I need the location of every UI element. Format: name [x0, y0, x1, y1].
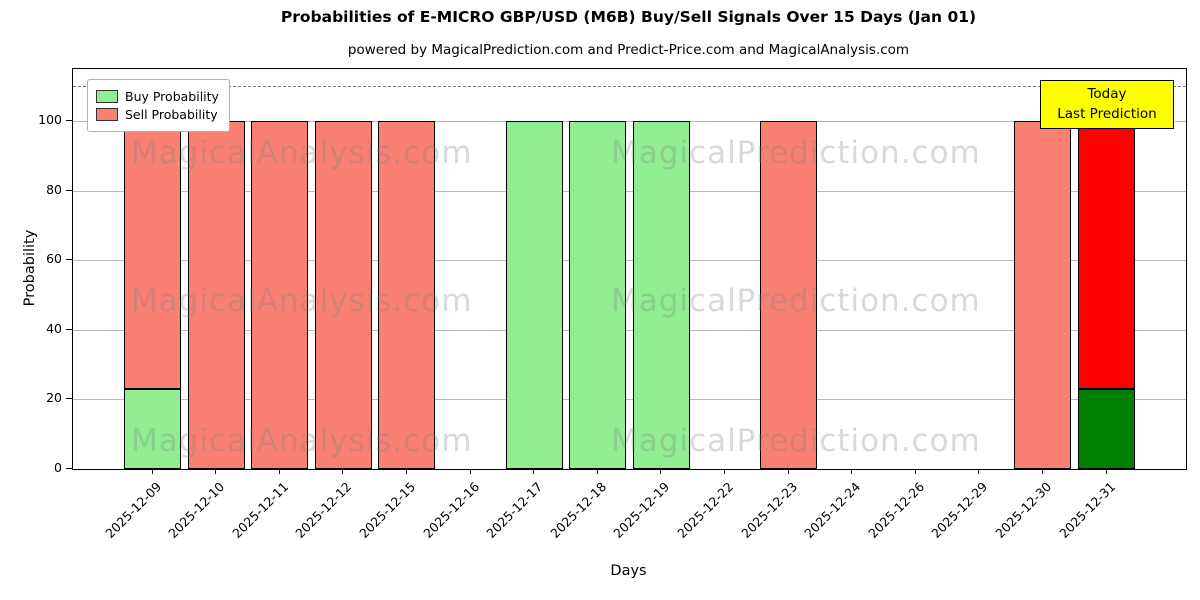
gridline: [73, 329, 1186, 331]
x-tick-label: 2025-12-12: [292, 479, 355, 541]
x-tick-label: 2025-12-29: [928, 479, 991, 541]
bar-segment-buy: [506, 121, 563, 469]
y-tick-label: 80: [46, 181, 62, 197]
gridline: [73, 399, 1186, 401]
y-tick-label: 20: [46, 390, 62, 406]
y-tick-mark: [66, 120, 72, 122]
x-tick-mark: [470, 469, 471, 474]
x-tick-label: 2025-12-26: [865, 479, 928, 541]
x-tick-mark: [406, 469, 407, 474]
x-tick-label: 2025-12-10: [165, 479, 228, 541]
x-tick-label: 2025-12-22: [674, 479, 737, 541]
x-tick-mark: [851, 469, 852, 474]
x-tick-mark: [724, 469, 725, 474]
y-tick-label: 40: [46, 320, 62, 336]
legend-label-buy: Buy Probability: [125, 89, 219, 104]
chart-subtitle: powered by MagicalPrediction.com and Pre…: [347, 42, 910, 58]
watermark-text: MagicalPrediction.com: [611, 423, 981, 459]
watermark-text: MagicalPrediction.com: [611, 135, 981, 171]
today-label-line1: Today: [1087, 86, 1127, 102]
today-label: Today Last Prediction: [1040, 80, 1174, 130]
x-tick-mark: [342, 469, 343, 474]
legend-label-sell: Sell Probability: [125, 107, 218, 122]
watermark-text: MagicalAnalysis.com: [131, 423, 473, 459]
bar-segment-buy: [633, 121, 690, 469]
watermark-text: MagicalPrediction.com: [611, 283, 981, 319]
bar-segment-sell: [1078, 121, 1135, 389]
buy-probability-swatch: [96, 90, 118, 103]
y-tick-mark: [66, 189, 72, 191]
chart-title: Probabilities of E-MICRO GBP/USD (M6B) B…: [280, 8, 977, 26]
x-tick-label: 2025-12-09: [102, 479, 165, 541]
plot-area: Buy Probability Sell Probability Today L…: [72, 68, 1187, 470]
bar-segment-sell: [378, 121, 435, 469]
y-tick-mark: [66, 328, 72, 330]
x-tick-mark: [597, 469, 598, 474]
watermark-text: MagicalAnalysis.com: [131, 135, 473, 171]
y-axis-label: Probability: [22, 229, 38, 307]
x-tick-mark: [279, 469, 280, 474]
gridline: [73, 260, 1186, 262]
y-tick-mark: [66, 259, 72, 261]
x-tick-mark: [978, 469, 979, 474]
bar-segment-sell: [315, 121, 372, 469]
legend: Buy Probability Sell Probability: [87, 79, 230, 132]
today-label-line2: Last Prediction: [1057, 105, 1157, 122]
x-tick-mark: [915, 469, 916, 474]
x-axis-label: Days: [610, 563, 647, 579]
x-tick-label: 2025-12-24: [801, 479, 864, 541]
legend-item-buy: Buy Probability: [96, 89, 219, 104]
x-tick-mark: [1106, 469, 1107, 474]
y-tick-label: 100: [38, 112, 62, 128]
x-tick-label: 2025-12-17: [483, 479, 546, 541]
x-tick-label: 2025-12-18: [547, 479, 610, 541]
bar-segment-sell: [1014, 121, 1071, 469]
y-tick-label: 0: [54, 460, 62, 475]
x-tick-mark: [533, 469, 534, 474]
gridline: [73, 121, 1186, 123]
sell-probability-swatch: [96, 108, 118, 121]
x-tick-label: 2025-12-30: [992, 479, 1055, 541]
x-tick-mark: [660, 469, 661, 474]
bar-segment-buy: [569, 121, 626, 469]
bar-segment-sell: [124, 121, 181, 389]
bar-segment-buy: [124, 389, 181, 469]
y-tick-mark: [66, 468, 72, 469]
bar-segment-sell: [188, 121, 245, 469]
bar-segment-sell: [760, 121, 817, 469]
x-tick-label: 2025-12-19: [610, 479, 673, 541]
x-tick-label: 2025-12-11: [229, 479, 292, 541]
y-tick-mark: [66, 398, 72, 400]
legend-item-sell: Sell Probability: [96, 107, 219, 122]
bar-segment-buy: [1078, 389, 1135, 469]
x-tick-label: 2025-12-23: [738, 479, 801, 541]
gridline: [73, 190, 1186, 192]
x-tick-mark: [215, 469, 216, 474]
y-tick-label: 60: [46, 251, 62, 267]
x-tick-mark: [152, 469, 153, 474]
watermark-text: MagicalAnalysis.com: [131, 283, 473, 319]
x-tick-mark: [1042, 469, 1043, 474]
x-tick-label: 2025-12-15: [356, 479, 419, 541]
x-tick-label: 2025-12-31: [1056, 479, 1119, 541]
x-tick-label: 2025-12-16: [420, 479, 483, 541]
threshold-dashed-line: [73, 86, 1186, 88]
x-tick-mark: [788, 469, 789, 474]
bar-segment-sell: [251, 121, 308, 469]
